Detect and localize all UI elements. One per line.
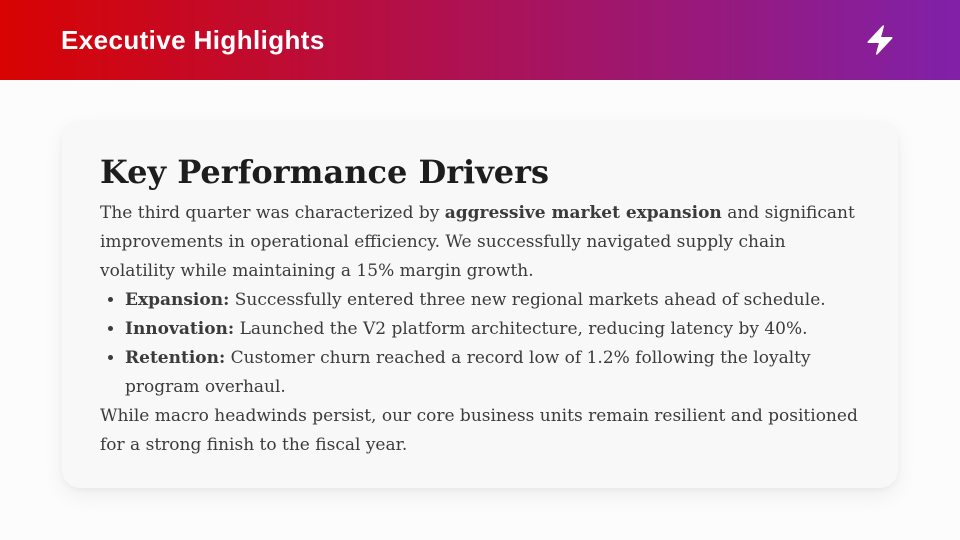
outro-paragraph: While macro headwinds persist, our core … xyxy=(100,406,858,455)
page-title: Executive Highlights xyxy=(61,24,325,55)
highlights-list: Expansion: Successfully entered three ne… xyxy=(100,286,862,402)
list-item-innovation: Innovation: Launched the V2 platform arc… xyxy=(125,315,862,344)
lightning-bolt-icon xyxy=(862,22,898,58)
slide-header: Executive Highlights xyxy=(0,0,960,80)
list-item-text: Launched the V2 platform architecture, r… xyxy=(234,319,808,339)
intro-paragraph: The third quarter was characterized by a… xyxy=(100,203,855,281)
list-item-text: Successfully entered three new regional … xyxy=(229,290,826,310)
highlights-card: Key Performance Drivers The third quarte… xyxy=(62,121,898,488)
section-heading: Key Performance Drivers xyxy=(100,153,550,191)
list-item-label: Innovation: xyxy=(125,319,235,339)
slide-body: Key Performance Drivers The third quarte… xyxy=(0,80,960,488)
section-content: The third quarter was characterized by a… xyxy=(100,199,862,460)
list-item-label: Retention: xyxy=(125,348,226,368)
list-item-label: Expansion: xyxy=(125,290,230,310)
list-item-expansion: Expansion: Successfully entered three ne… xyxy=(125,286,862,315)
list-item-text: Customer churn reached a record low of 1… xyxy=(125,348,811,397)
list-item-retention: Retention: Customer churn reached a reco… xyxy=(125,344,862,402)
